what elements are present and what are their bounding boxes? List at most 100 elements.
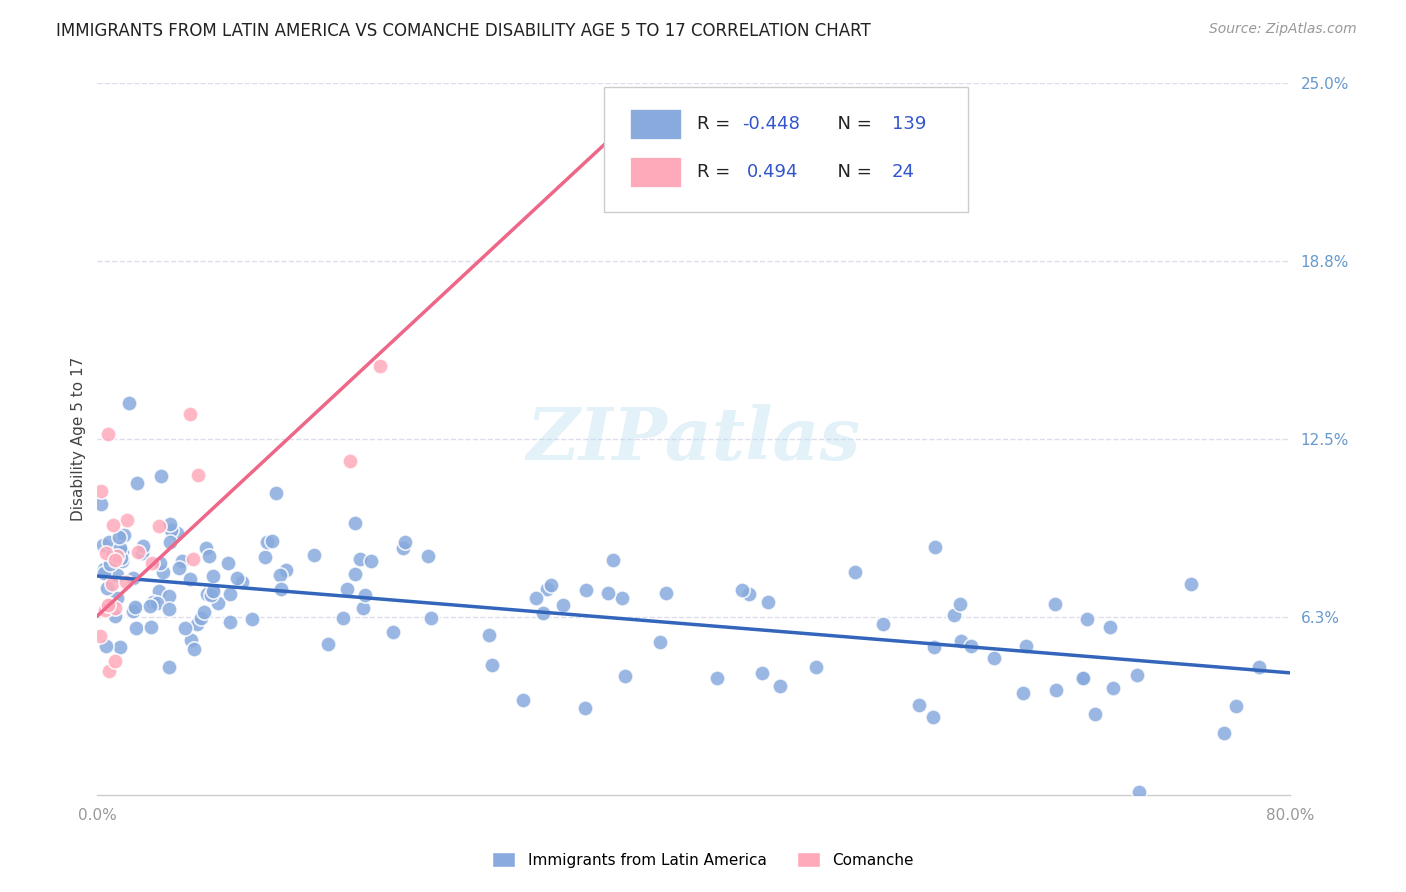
Point	[166, 526, 188, 541]
FancyBboxPatch shape	[630, 158, 681, 187]
Point	[1076, 612, 1098, 626]
Point	[844, 565, 866, 579]
Point	[1015, 639, 1038, 653]
FancyBboxPatch shape	[630, 109, 681, 139]
Point	[103, 553, 125, 567]
Point	[127, 545, 149, 559]
Point	[148, 584, 170, 599]
Point	[612, 591, 634, 605]
Point	[217, 556, 239, 570]
Point	[1247, 659, 1270, 673]
Point	[1012, 686, 1035, 700]
Point	[157, 660, 180, 674]
Point	[157, 601, 180, 615]
Point	[149, 556, 172, 570]
Point	[98, 558, 121, 572]
Text: 0.494: 0.494	[748, 163, 799, 181]
Point	[264, 486, 287, 500]
Point	[360, 554, 382, 568]
Point	[94, 603, 117, 617]
Point	[93, 562, 115, 576]
Point	[138, 599, 160, 613]
Point	[110, 541, 132, 555]
Text: ZIPatlas: ZIPatlas	[527, 404, 860, 475]
Point	[1180, 577, 1202, 591]
Point	[908, 698, 931, 713]
Point	[141, 556, 163, 570]
Text: IMMIGRANTS FROM LATIN AMERICA VS COMANCHE DISABILITY AGE 5 TO 17 CORRELATION CHA: IMMIGRANTS FROM LATIN AMERICA VS COMANCH…	[56, 22, 870, 40]
Point	[115, 513, 138, 527]
Point	[142, 595, 165, 609]
Point	[97, 598, 120, 612]
Text: 139: 139	[891, 115, 927, 133]
Point	[190, 611, 212, 625]
Point	[152, 565, 174, 579]
Point	[756, 594, 779, 608]
Point	[91, 538, 114, 552]
Point	[174, 621, 197, 635]
Point	[339, 454, 361, 468]
Point	[648, 634, 671, 648]
Point	[922, 710, 945, 724]
Point	[127, 475, 149, 490]
Point	[1125, 667, 1147, 681]
Point	[218, 615, 240, 629]
Point	[481, 657, 503, 672]
Point	[352, 601, 374, 615]
Point	[575, 583, 598, 598]
Point	[262, 533, 284, 548]
Point	[179, 572, 201, 586]
Point	[1084, 706, 1107, 721]
Point	[602, 552, 624, 566]
Point	[98, 664, 121, 678]
Point	[172, 554, 194, 568]
Text: R =: R =	[697, 115, 737, 133]
Point	[94, 639, 117, 653]
Point	[226, 571, 249, 585]
Point	[105, 549, 128, 563]
Point	[201, 583, 224, 598]
Point	[512, 692, 534, 706]
Point	[524, 591, 547, 605]
Point	[276, 563, 298, 577]
Point	[194, 541, 217, 555]
Point	[124, 600, 146, 615]
Point	[159, 535, 181, 549]
Point	[183, 642, 205, 657]
Point	[94, 546, 117, 560]
Point	[769, 679, 792, 693]
Point	[108, 530, 131, 544]
Point	[1071, 671, 1094, 685]
Legend: Immigrants from Latin America, Comanche: Immigrants from Latin America, Comanche	[486, 846, 920, 873]
Point	[256, 534, 278, 549]
Point	[1101, 681, 1123, 695]
Point	[924, 640, 946, 654]
Point	[90, 483, 112, 498]
Point	[1043, 597, 1066, 611]
Point	[1225, 699, 1247, 714]
Point	[1128, 785, 1150, 799]
Point	[180, 633, 202, 648]
Point	[394, 534, 416, 549]
Point	[101, 577, 124, 591]
Point	[98, 599, 121, 613]
Point	[949, 597, 972, 611]
Point	[186, 468, 208, 483]
Point	[231, 574, 253, 589]
Point	[202, 584, 225, 599]
Point	[598, 585, 620, 599]
Point	[200, 588, 222, 602]
Point	[112, 527, 135, 541]
Point	[574, 701, 596, 715]
Point	[368, 359, 391, 373]
Text: R =: R =	[697, 163, 742, 181]
Point	[200, 582, 222, 596]
Point	[269, 567, 291, 582]
Point	[336, 582, 359, 597]
Point	[110, 550, 132, 565]
Point	[159, 517, 181, 532]
Point	[1212, 725, 1234, 739]
Point	[343, 566, 366, 581]
Point	[148, 519, 170, 533]
Point	[202, 568, 225, 582]
